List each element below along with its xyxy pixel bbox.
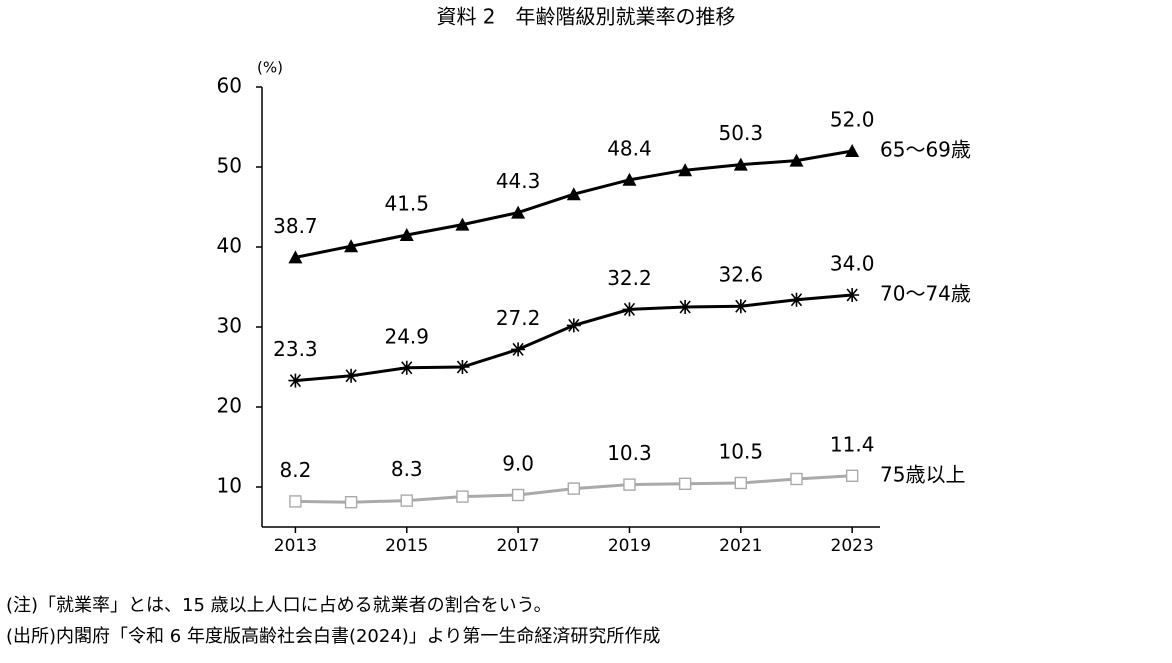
- marker: [789, 292, 804, 307]
- data-label: 10.3: [607, 441, 652, 465]
- marker: [399, 360, 414, 375]
- y-tick-label: 50: [217, 154, 242, 178]
- marker: [400, 494, 413, 507]
- marker: [734, 476, 748, 490]
- x-tick-label: 2015: [385, 536, 428, 556]
- marker: [288, 250, 303, 264]
- marker: [845, 469, 859, 482]
- data-label: 52.0: [830, 108, 875, 132]
- marker: [455, 360, 470, 374]
- marker: [678, 300, 693, 314]
- marker: [678, 477, 692, 490]
- marker: [344, 368, 359, 383]
- data-label: 38.7: [273, 214, 318, 238]
- note: (注)「就業率」とは、15 歳以上人口に占める就業者の割合をいう。: [6, 595, 552, 616]
- data-label: 32.2: [607, 266, 652, 290]
- y-tick-label: 10: [217, 474, 242, 498]
- data-label: 24.9: [384, 324, 429, 348]
- marker: [455, 217, 470, 231]
- marker: [790, 472, 803, 486]
- data-label: 11.4: [830, 432, 875, 456]
- marker: [511, 205, 526, 219]
- legend-label: 70〜74歳: [880, 282, 971, 306]
- y-tick-label: 30: [217, 314, 242, 338]
- marker: [789, 153, 804, 167]
- x-tick-label: 2019: [608, 536, 651, 556]
- data-label: 27.2: [496, 306, 541, 330]
- marker: [566, 318, 581, 333]
- data-label: 44.3: [496, 169, 541, 193]
- marker: [566, 187, 581, 201]
- y-tick-label: 60: [217, 74, 242, 98]
- x-tick-label: 2017: [496, 536, 539, 556]
- data-label: 32.6: [719, 263, 764, 287]
- marker: [456, 490, 469, 503]
- data-label: 10.5: [719, 440, 764, 464]
- data-label: 23.3: [273, 337, 318, 361]
- x-tick-label: 2021: [719, 536, 762, 556]
- marker: [288, 373, 303, 388]
- data-label: 9.0: [502, 452, 534, 476]
- marker: [623, 478, 636, 491]
- x-tick-label: 2013: [274, 536, 317, 556]
- y-tick-label: 40: [217, 234, 242, 258]
- series-line: [295, 293, 853, 383]
- marker: [511, 488, 525, 502]
- marker: [344, 496, 358, 509]
- marker: [845, 144, 860, 157]
- data-label: 34.0: [830, 252, 875, 276]
- marker: [845, 288, 860, 302]
- marker: [733, 157, 748, 171]
- marker: [622, 302, 637, 317]
- data-label: 8.2: [279, 458, 311, 482]
- note: (出所)内閣府「令和 6 年度版高齢社会白書(2024)」より第一生命経済研究所…: [6, 626, 660, 647]
- marker: [567, 482, 580, 495]
- marker: [511, 342, 526, 357]
- marker: [399, 228, 414, 241]
- legend-label: 65〜69歳: [880, 138, 971, 162]
- marker: [678, 163, 693, 177]
- marker: [622, 172, 637, 186]
- legend-label: 75歳以上: [880, 462, 965, 486]
- data-label: 41.5: [384, 192, 429, 216]
- data-label: 8.3: [391, 457, 423, 481]
- marker: [289, 495, 302, 508]
- y-unit: (%): [257, 59, 283, 77]
- y-tick-label: 20: [217, 394, 242, 418]
- marker: [344, 239, 359, 253]
- series-line: [295, 149, 853, 259]
- x-tick-label: 2023: [831, 536, 874, 556]
- data-label: 50.3: [719, 121, 764, 145]
- chart-title: 資料 2 年齢階級別就業率の推移: [436, 5, 735, 29]
- data-label: 48.4: [607, 136, 652, 160]
- marker: [733, 299, 748, 314]
